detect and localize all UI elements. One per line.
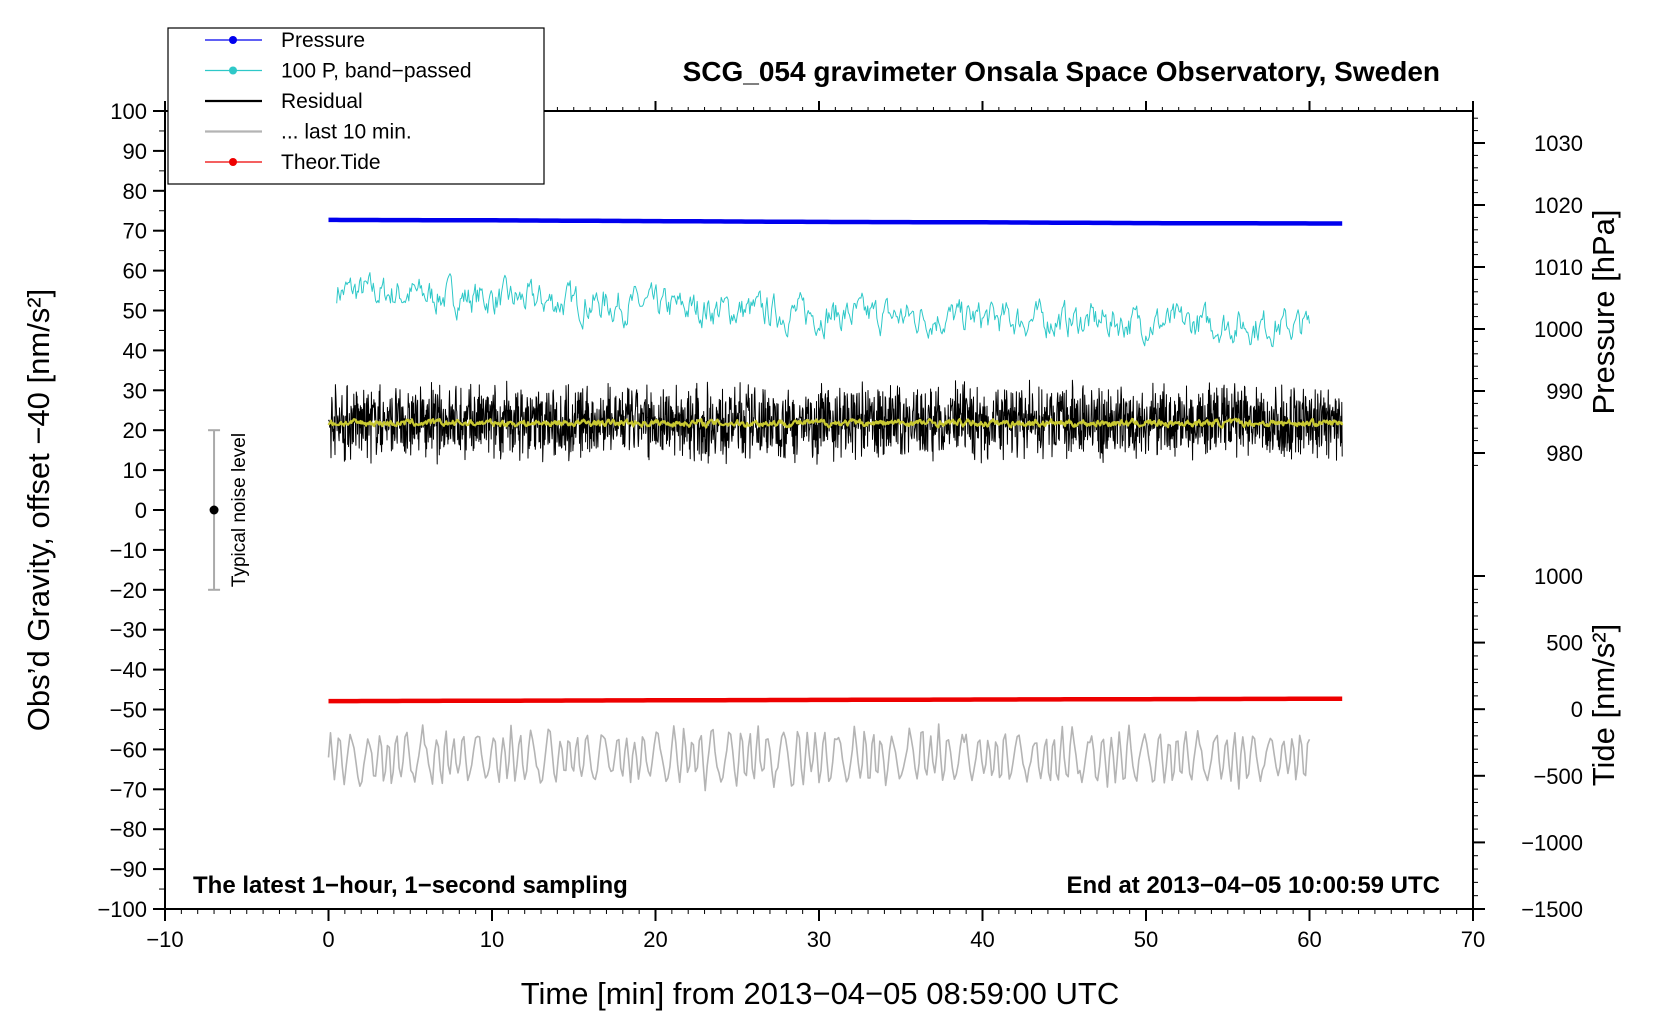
x-tick-label: 30 <box>807 927 831 952</box>
x-tick-label: 50 <box>1134 927 1158 952</box>
y-tick-label: −60 <box>110 737 147 762</box>
noise-level-label: Typical noise level <box>229 433 250 587</box>
y-tick-label: −50 <box>110 698 147 723</box>
pressure-tick-label: 1010 <box>1534 255 1583 280</box>
legend-label: Theor.Tide <box>281 151 381 174</box>
y-axis-title-tide: Tide [nm/s²] <box>1586 624 1621 787</box>
y-tick-label: 80 <box>123 179 147 204</box>
y-tick-label: 10 <box>123 458 147 483</box>
y-tick-label: 90 <box>123 139 147 164</box>
y-axis-title-pressure: Pressure [hPa] <box>1586 209 1621 414</box>
plot-frame <box>164 110 1474 910</box>
series-theor-tide-line <box>328 696 1343 704</box>
legend-label: 100 P, band−passed <box>281 60 472 83</box>
x-axis-title: Time [min] from 2013−04−05 08:59:00 UTC <box>521 976 1120 1011</box>
x-tick-label: 10 <box>480 927 504 952</box>
legend-label: Residual <box>281 90 363 113</box>
tide-tick-label: 0 <box>1571 697 1583 722</box>
legend: Pressure 100 P, band−passed Residual ... la… <box>167 27 545 185</box>
y-tick-label: −90 <box>110 857 147 882</box>
pressure-tick-label: 990 <box>1546 379 1583 404</box>
x-tick-label: 20 <box>643 927 667 952</box>
x-tick-label: 60 <box>1297 927 1321 952</box>
legend-marker <box>229 158 237 166</box>
y-tick-label: −40 <box>110 658 147 683</box>
pressure-tick-label: 980 <box>1546 441 1583 466</box>
legend-marker <box>229 36 237 44</box>
legend-marker <box>229 66 237 75</box>
y-tick-label: −30 <box>110 618 147 643</box>
y-tick-label: 50 <box>123 299 147 324</box>
chart-title: SCG_054 gravimeter Onsala Space Observat… <box>683 56 1440 87</box>
y-tick-label: −70 <box>110 777 147 802</box>
legend-label: ... last 10 min. <box>281 121 412 144</box>
y-tick-label: 20 <box>123 418 147 443</box>
y-tick-label: 70 <box>123 219 147 244</box>
pressure-tick-label: 1020 <box>1534 193 1583 218</box>
tide-tick-label: 1000 <box>1534 564 1583 589</box>
legend-label: Pressure <box>281 29 365 52</box>
pressure-tick-label: 1000 <box>1534 317 1583 342</box>
series-smoothed-residual-line <box>327 417 1344 429</box>
y-tick-label: 60 <box>123 259 147 284</box>
x-tick-label: 0 <box>322 927 334 952</box>
noise-bar-center-dot <box>209 505 219 515</box>
y-tick-label: −20 <box>110 578 147 603</box>
y-tick-label: 30 <box>123 378 147 403</box>
x-tick-label: 40 <box>970 927 994 952</box>
y-tick-label: 40 <box>123 338 147 363</box>
y-tick-label: −80 <box>110 817 147 842</box>
tide-tick-label: −1000 <box>1521 830 1583 855</box>
tide-tick-label: 500 <box>1546 631 1583 656</box>
legend-box <box>167 27 545 185</box>
annotation-end-time: End at 2013−04−05 10:00:59 UTC <box>1066 872 1440 899</box>
annotation-latest-hour: The latest 1−hour, 1−second sampling <box>193 872 628 899</box>
x-tick-label: 70 <box>1461 927 1485 952</box>
tide-tick-label: −1500 <box>1521 897 1583 922</box>
x-tick-label: −10 <box>146 927 183 952</box>
series-pressure-line <box>328 217 1343 226</box>
tide-tick-label: −500 <box>1533 764 1583 789</box>
y-tick-label: 100 <box>110 99 147 124</box>
pressure-tick-label: 1030 <box>1534 131 1583 156</box>
y-axis-title-left: Obs’d Gravity, offset −40 [nm/s²] <box>21 289 56 732</box>
series-last-10-min-line <box>327 723 1311 792</box>
y-tick-label: 0 <box>135 498 147 523</box>
y-tick-label: −100 <box>97 897 147 922</box>
y-tick-label: −10 <box>110 538 147 563</box>
series-100-p-band-passed-line <box>336 272 1310 348</box>
